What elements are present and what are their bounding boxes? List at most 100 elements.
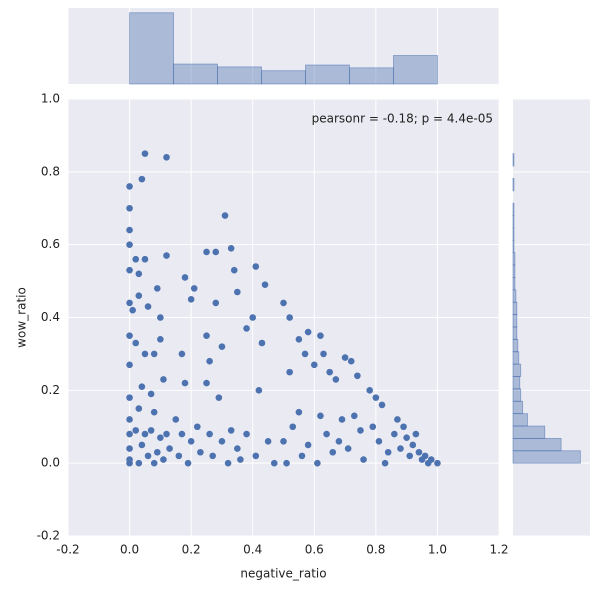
histogram-bar	[512, 314, 518, 328]
annotation: pearsonr = -0.18; p = 4.4e-05	[312, 112, 493, 126]
point	[160, 376, 167, 383]
point	[403, 434, 410, 441]
point	[141, 350, 149, 358]
point	[126, 241, 133, 248]
y-axis-label: wow_ratio	[15, 287, 29, 348]
point	[126, 183, 133, 190]
point	[194, 423, 201, 431]
point	[135, 292, 143, 299]
histogram-bar	[512, 351, 520, 365]
histogram-bar	[512, 388, 522, 402]
histogram-bar	[512, 338, 519, 353]
point	[153, 448, 161, 456]
point	[126, 430, 133, 438]
point	[286, 368, 293, 376]
point	[147, 427, 155, 434]
point	[147, 390, 155, 398]
point	[160, 456, 167, 463]
point	[298, 452, 306, 460]
point	[157, 434, 164, 441]
histogram-bar	[512, 277, 516, 291]
point	[126, 266, 133, 274]
point	[150, 408, 158, 416]
point	[301, 350, 309, 358]
point	[175, 452, 183, 460]
point	[150, 459, 158, 467]
point	[153, 285, 161, 292]
point	[304, 441, 312, 449]
point	[218, 438, 226, 445]
point	[218, 343, 226, 350]
point	[163, 252, 170, 259]
point	[126, 204, 133, 212]
point	[283, 459, 290, 467]
point	[150, 350, 158, 358]
point	[135, 270, 143, 278]
point	[369, 423, 377, 431]
point	[280, 299, 287, 307]
y-tick-label: 0.4	[41, 310, 60, 324]
histogram-bar	[512, 413, 528, 427]
point	[212, 248, 220, 256]
point	[178, 430, 186, 438]
histogram-bar	[512, 252, 516, 266]
point	[338, 416, 346, 423]
y-tick-label: 0.6	[41, 237, 60, 251]
point	[157, 314, 164, 321]
point	[326, 368, 333, 376]
point	[264, 438, 272, 445]
histogram-bar	[512, 202, 515, 216]
point	[126, 394, 133, 401]
x-tick-label: -0.2	[56, 543, 79, 557]
point	[163, 153, 170, 161]
point	[400, 423, 407, 431]
point	[412, 430, 420, 438]
x-tick-label: 0.2	[182, 543, 201, 557]
histogram-bar	[129, 12, 174, 85]
histogram-bar	[512, 438, 562, 452]
point	[360, 456, 367, 463]
point	[141, 150, 149, 157]
point	[212, 299, 220, 307]
point	[354, 372, 361, 380]
point	[234, 445, 241, 452]
point	[166, 445, 173, 452]
histogram-bar	[512, 400, 524, 415]
histogram-bar	[349, 67, 394, 85]
histogram-bar	[512, 215, 515, 229]
point	[141, 430, 149, 438]
point	[206, 430, 213, 438]
point	[317, 412, 324, 420]
point	[126, 299, 133, 307]
point	[252, 263, 260, 270]
point	[421, 452, 429, 460]
point	[381, 459, 389, 467]
histogram-bar	[512, 363, 522, 377]
point	[332, 376, 340, 383]
point	[249, 314, 257, 321]
point	[132, 339, 140, 347]
y-tick-label: 0.8	[41, 164, 60, 178]
point	[295, 336, 303, 343]
point	[141, 255, 149, 263]
point	[126, 361, 133, 369]
point	[351, 412, 358, 420]
histogram-bar	[512, 177, 515, 192]
point	[280, 438, 287, 445]
point	[187, 438, 195, 445]
point	[394, 416, 401, 423]
point	[144, 303, 152, 310]
point	[314, 459, 321, 467]
point	[126, 459, 133, 467]
point	[310, 361, 318, 369]
point	[129, 306, 136, 314]
point	[190, 285, 198, 292]
histogram-bar	[512, 239, 515, 254]
point	[317, 332, 324, 340]
point	[144, 452, 152, 460]
y-tick-label: 0.0	[41, 456, 60, 470]
histogram-bar	[305, 64, 350, 85]
point	[357, 427, 364, 434]
point	[224, 459, 232, 467]
